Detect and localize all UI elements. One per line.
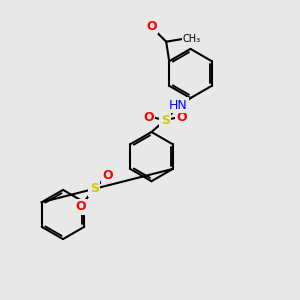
Text: CH₃: CH₃ xyxy=(183,34,201,44)
Text: O: O xyxy=(102,169,113,182)
Text: O: O xyxy=(176,111,187,124)
Text: O: O xyxy=(75,200,86,213)
Text: O: O xyxy=(146,20,157,33)
Text: O: O xyxy=(143,111,154,124)
Text: S: S xyxy=(161,114,170,127)
Text: HN: HN xyxy=(169,99,188,112)
Text: S: S xyxy=(90,182,99,195)
